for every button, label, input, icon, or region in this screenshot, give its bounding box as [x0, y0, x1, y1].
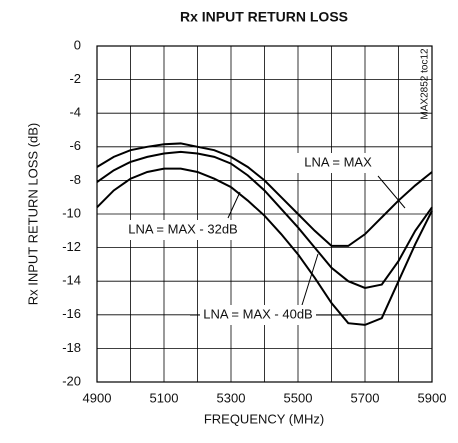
- annotation-line: [301, 253, 319, 306]
- y-tick-label: -4: [69, 105, 81, 120]
- x-tick-label: 4900: [83, 390, 112, 405]
- y-tick-label: -14: [62, 273, 81, 288]
- y-tick-label: -8: [69, 172, 81, 187]
- y-tick-label: -12: [62, 239, 81, 254]
- y-tick-label: -10: [62, 205, 81, 220]
- label-bg: [128, 220, 238, 240]
- y-tick-label: -2: [69, 71, 81, 86]
- x-tick-label: 5700: [351, 390, 380, 405]
- chart-title: Rx INPUT RETURN LOSS: [180, 9, 348, 25]
- series-label: LNA = MAX: [304, 154, 372, 169]
- x-tick-label: 5500: [284, 390, 313, 405]
- series-line: [96, 150, 433, 289]
- series-label: LNA = MAX - 40dB: [203, 306, 312, 321]
- y-tick-label: -20: [62, 373, 81, 388]
- x-tick-label: 5100: [150, 390, 179, 405]
- annotation-line: [377, 175, 406, 209]
- series-label: LNA = MAX - 32dB: [128, 221, 237, 236]
- plot-frame: [96, 45, 433, 383]
- label-bg: [294, 153, 382, 173]
- series-line: [96, 142, 433, 247]
- annotations: [190, 175, 406, 316]
- x-axis-label: FREQUENCY (MHz): [204, 411, 324, 426]
- x-tick-label: 5900: [418, 390, 447, 405]
- note: MAX2852 toc12: [420, 48, 431, 120]
- annotation-line: [227, 191, 241, 219]
- x-tick-label: 5300: [217, 390, 246, 405]
- series-line: [96, 167, 433, 326]
- y-tick-label: -18: [62, 340, 81, 355]
- y-tick-label: 0: [74, 37, 81, 52]
- y-axis-label: Rx INPUT RETURN LOSS (dB): [25, 123, 40, 306]
- y-tick-label: -16: [62, 306, 81, 321]
- label-bg: [200, 305, 316, 325]
- y-tick-label: -6: [69, 138, 81, 153]
